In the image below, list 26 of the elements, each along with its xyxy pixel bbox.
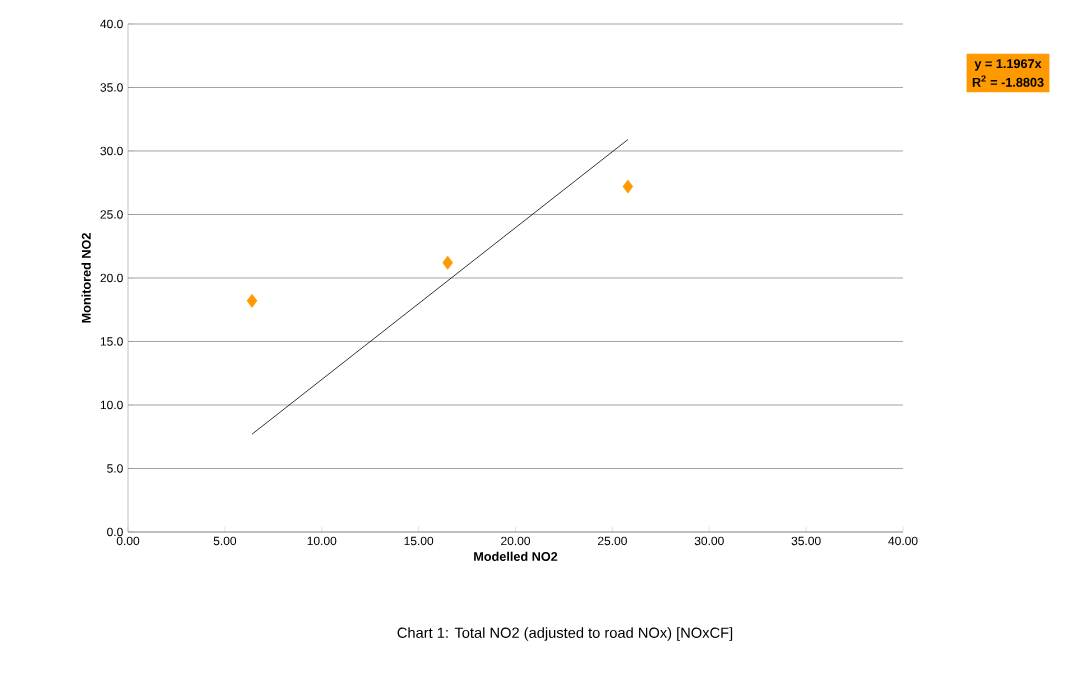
y-tick-label: 20.0	[100, 273, 123, 283]
y-tick-label: 35.0	[100, 83, 123, 92]
y-tick-label: 30.0	[100, 146, 123, 156]
y-tick-label: 5.0	[107, 464, 123, 473]
y-tick-label: 10.0	[100, 400, 123, 410]
x-axis-title: Modelled NO2	[474, 551, 558, 561]
point	[622, 179, 634, 194]
x-tick-label: 25.00	[597, 536, 627, 546]
text: Chart 1: Total NO2 (adjusted to road NOx) [NOxCF]	[397, 627, 733, 641]
x-tick-label: 15.00	[404, 536, 434, 546]
x-tick-label: 10.00	[307, 536, 337, 546]
y-tick-label: 15.0	[100, 337, 123, 346]
point	[246, 293, 258, 308]
y-tick-label: 25.0	[100, 210, 123, 219]
x-tick-label: 40.00	[888, 536, 918, 546]
y-axis-title: Monitored NO2	[81, 233, 91, 323]
y-tick-label: 40.0	[100, 19, 123, 29]
text: y = 1.1967x	[974, 59, 1042, 71]
point	[442, 255, 453, 270]
y-tick-label: 0.0	[107, 527, 123, 537]
x-tick-label: 5.00	[213, 536, 237, 546]
x-tick-label: 0.00	[116, 536, 140, 546]
text: R$^{2}$ = -1.8803	[972, 75, 1044, 87]
x-tick-label: 20.00	[501, 536, 531, 546]
x-tick-label: 35.00	[791, 536, 821, 546]
x-tick-label: 30.00	[694, 536, 724, 546]
